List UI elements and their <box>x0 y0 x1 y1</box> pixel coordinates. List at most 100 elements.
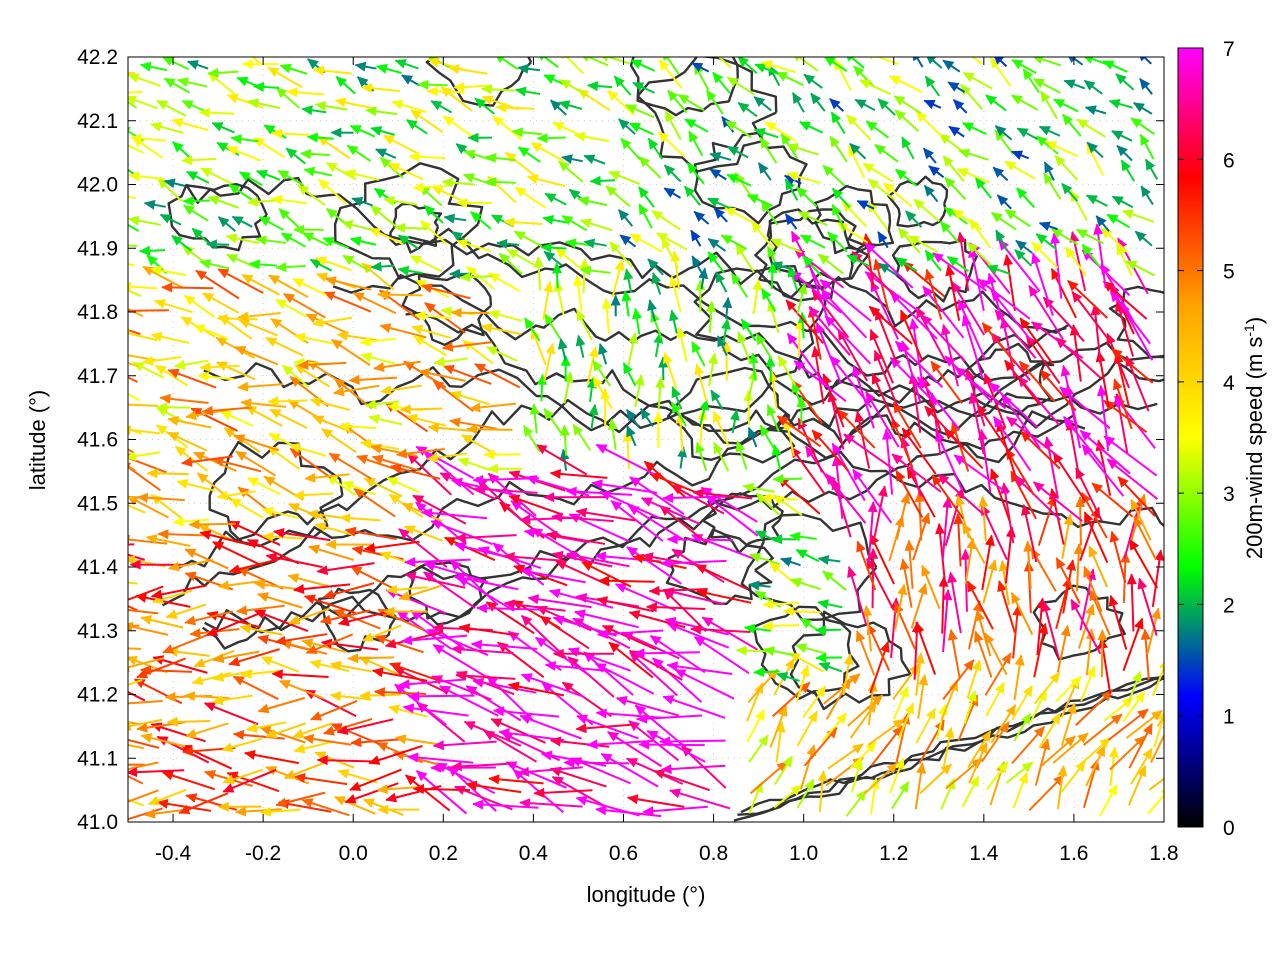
wind-arrow-head <box>196 472 209 484</box>
wind-arrow-head <box>199 530 212 540</box>
wind-arrow <box>634 651 700 655</box>
wind-arrow-head <box>407 453 419 465</box>
wind-arrow-head <box>474 484 486 495</box>
wind-arrow-head <box>394 222 406 233</box>
wind-arrow-head <box>362 632 375 642</box>
wind-arrow-head <box>128 171 140 182</box>
wind-arrow-head <box>147 795 160 806</box>
wind-arrow <box>128 244 138 248</box>
wind-arrow-head <box>1030 321 1043 332</box>
wind-arrow-head <box>301 105 313 116</box>
wind-arrow-head <box>397 265 410 276</box>
wind-arrow <box>1079 429 1131 475</box>
wind-arrow-head <box>1139 57 1146 62</box>
wind-arrow <box>916 376 960 430</box>
colorbar-tick-label: 3 <box>1223 483 1235 506</box>
wind-arrow-head <box>362 798 375 808</box>
wind-arrow-head <box>853 65 865 77</box>
wind-arrow <box>521 569 586 584</box>
wind-arrow <box>566 490 633 496</box>
wind-arrow-head <box>211 122 224 132</box>
wind-arrow <box>629 476 685 515</box>
wind-arrow-head <box>297 359 309 370</box>
wind-arrow-head <box>575 334 586 347</box>
wind-arrow-head <box>1108 594 1119 607</box>
wind-arrow-head <box>342 255 355 265</box>
wind-arrow-head <box>457 457 470 468</box>
wind-arrow <box>992 416 1032 472</box>
wind-arrow-head <box>904 539 915 551</box>
wind-arrow-head <box>549 736 562 747</box>
wind-arrow <box>128 721 141 726</box>
wind-arrow-head <box>808 306 820 318</box>
wind-arrow-head <box>575 795 588 806</box>
wind-arrow-head <box>1065 246 1076 259</box>
wind-arrow-head <box>832 203 842 216</box>
wind-arrow-head <box>1041 600 1051 613</box>
wind-arrow-head <box>348 374 360 385</box>
x-tick-label: 1.6 <box>1059 842 1088 865</box>
wind-arrow-head <box>1038 622 1049 635</box>
wind-arrow-head <box>963 659 975 671</box>
wind-arrow-head <box>1086 141 1098 154</box>
wind-arrow-head <box>583 238 596 249</box>
wind-arrow <box>473 802 539 809</box>
wind-arrow-head <box>856 200 869 210</box>
wind-arrow-head <box>140 733 153 743</box>
wind-arrow-head <box>128 767 138 778</box>
wind-arrow <box>396 610 452 650</box>
wind-arrow-head <box>1053 99 1065 109</box>
colorbar-label: 200m-wind speed (m s-1) <box>1241 317 1267 559</box>
wind-arrow-head <box>868 305 881 317</box>
wind-arrow-head <box>817 253 830 265</box>
wind-arrow <box>667 622 730 649</box>
wind-arrow-head <box>1075 496 1086 508</box>
wind-arrow-head <box>735 440 746 453</box>
wind-arrow-head <box>143 199 156 210</box>
wind-arrow-head <box>233 434 246 444</box>
wind-arrow-head <box>430 100 443 111</box>
wind-arrow-head <box>684 118 697 129</box>
wind-arrow <box>980 504 1008 561</box>
contour-line <box>693 131 808 225</box>
wind-arrow <box>128 743 145 750</box>
wind-arrow <box>1033 481 1083 522</box>
wind-arrow <box>663 588 725 606</box>
wind-arrow-head <box>1028 285 1039 297</box>
wind-arrow <box>793 247 845 289</box>
wind-arrow-head <box>871 694 884 706</box>
wind-arrow <box>829 355 873 409</box>
wind-arrow-head <box>231 216 244 226</box>
wind-arrow-head <box>867 178 880 190</box>
wind-arrow-head <box>607 89 619 101</box>
wind-arrow-head <box>588 403 599 416</box>
wind-arrow <box>128 553 146 561</box>
wind-arrow-head <box>775 72 788 82</box>
wind-arrow-head <box>329 660 342 671</box>
wind-arrow-head <box>167 432 180 442</box>
wind-arrow-head <box>1143 723 1153 736</box>
wind-arrow-head <box>98 352 110 362</box>
wind-arrow-head <box>550 99 562 111</box>
wind-arrow <box>518 766 583 774</box>
wind-arrow-head <box>897 583 908 596</box>
wind-arrow-head <box>157 177 169 190</box>
wind-arrow-head <box>825 473 836 485</box>
contour-line <box>733 678 1163 822</box>
wind-arrow-head <box>432 380 445 391</box>
wind-arrow <box>1103 435 1158 477</box>
wind-arrow-head <box>696 588 708 599</box>
wind-arrow-head <box>1151 710 1163 721</box>
wind-arrow-head <box>776 415 789 426</box>
wind-arrow-head <box>904 702 914 715</box>
wind-arrow-head <box>351 197 364 207</box>
x-tick-label: 0.8 <box>699 842 728 865</box>
wind-arrow <box>128 307 144 318</box>
wind-arrow-head <box>466 266 478 277</box>
wind-arrow-head <box>1088 545 1098 558</box>
wind-arrow-head <box>909 318 919 330</box>
wind-arrow-head <box>237 567 250 577</box>
wind-arrow-head <box>1107 784 1118 796</box>
wind-arrow-head <box>237 486 250 498</box>
wind-arrow-head <box>758 734 769 747</box>
